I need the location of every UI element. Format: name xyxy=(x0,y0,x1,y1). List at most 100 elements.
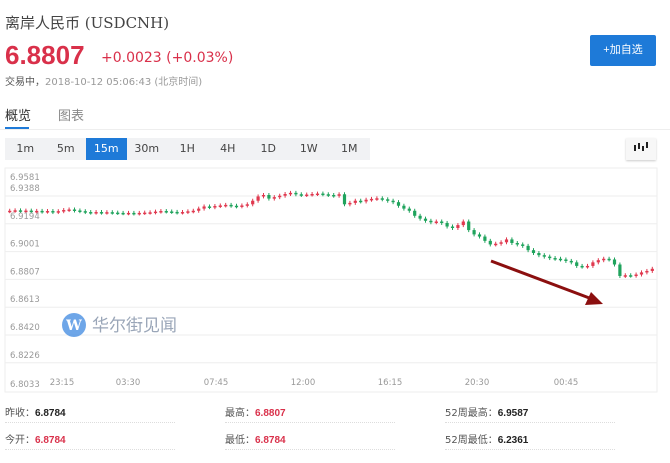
stat-divider xyxy=(5,422,175,423)
candle xyxy=(396,200,401,208)
timeframe-30m[interactable]: 30m xyxy=(134,142,160,155)
candle xyxy=(353,198,357,205)
candle xyxy=(591,260,595,268)
y-tick-label: 6.8226 xyxy=(10,351,40,361)
candle xyxy=(639,270,644,277)
candle xyxy=(229,202,233,208)
candle xyxy=(40,208,44,214)
candle xyxy=(531,248,536,256)
candle xyxy=(596,258,600,265)
stat-value: 6.8784 xyxy=(35,435,66,446)
add-watchlist-button[interactable]: +加自选 xyxy=(590,35,656,66)
stat-value: 6.8807 xyxy=(255,408,286,419)
candle xyxy=(148,210,152,215)
candle xyxy=(564,257,568,263)
candle xyxy=(245,202,249,208)
candle xyxy=(8,208,12,214)
candle xyxy=(548,254,552,261)
candle xyxy=(121,210,125,216)
x-tick-label: 12:00 xyxy=(291,378,316,388)
timeframe-1m[interactable]: 1m xyxy=(16,142,35,155)
timeframe-1mo[interactable]: 1M xyxy=(341,142,358,155)
candle xyxy=(521,242,525,248)
candle xyxy=(542,253,546,259)
candle xyxy=(62,208,66,214)
candle xyxy=(315,191,320,196)
candle xyxy=(164,209,168,214)
candle xyxy=(137,210,141,216)
stat-label: 最低： xyxy=(225,435,255,446)
tab-overview[interactable]: 概览 xyxy=(5,109,32,124)
candle xyxy=(364,197,368,204)
y-tick-label: 6.9001 xyxy=(10,240,40,250)
candle xyxy=(159,209,163,214)
candle xyxy=(407,206,411,213)
candle xyxy=(94,210,98,215)
plot-frame xyxy=(4,167,658,393)
y-tick-label: 6.8613 xyxy=(10,295,40,305)
candle xyxy=(126,210,131,216)
candle xyxy=(434,219,438,225)
candle xyxy=(224,202,228,208)
candle xyxy=(456,223,460,230)
candle xyxy=(418,213,422,221)
stat-divider xyxy=(5,449,175,450)
stat-value: 6.8784 xyxy=(255,435,286,446)
stat-item: 昨收：6.8784 xyxy=(5,404,66,419)
candle xyxy=(558,256,563,262)
candle xyxy=(337,192,341,198)
candle xyxy=(78,208,82,214)
candle xyxy=(251,198,255,207)
candle xyxy=(175,209,179,215)
timeframe-1h[interactable]: 1H xyxy=(179,142,195,155)
timeframe-15m[interactable]: 15m xyxy=(86,138,127,160)
candle xyxy=(272,195,276,201)
stat-label: 52周最低： xyxy=(445,435,498,446)
stat-label: 今开： xyxy=(5,435,35,446)
candle xyxy=(240,203,244,209)
candle xyxy=(294,190,298,197)
watermark-logo: W 华尔街见闻 xyxy=(62,313,177,337)
candle xyxy=(18,208,23,214)
candle xyxy=(623,273,627,278)
candle xyxy=(375,196,379,201)
candle xyxy=(153,209,158,215)
candle xyxy=(110,210,114,215)
candle xyxy=(618,262,622,278)
candle xyxy=(105,210,109,215)
timeframe-1d[interactable]: 1D xyxy=(260,142,276,155)
candle xyxy=(326,192,330,197)
x-tick-label: 23:15 xyxy=(50,378,75,388)
y-tick-label: 6.8420 xyxy=(10,323,40,333)
candle xyxy=(526,243,530,253)
candle xyxy=(510,237,514,246)
y-tick-label: 6.8033 xyxy=(10,380,40,390)
y-tick-label: 6.9388 xyxy=(10,184,40,194)
candle xyxy=(602,256,606,263)
stat-label: 52周最高： xyxy=(445,408,498,419)
candle xyxy=(305,192,309,197)
candle xyxy=(197,206,201,213)
timestamp: 2018-10-12 05:06:43 (北京时间) xyxy=(45,77,203,88)
instrument-title: 离岸人民币 (USDCNH) xyxy=(5,14,170,32)
tab-chart[interactable]: 图表 xyxy=(58,109,85,124)
price-change: +0.0023 (+0.03%) xyxy=(101,50,234,66)
stat-item: 52周最低：6.2361 xyxy=(445,431,528,446)
candle xyxy=(283,191,287,198)
candle xyxy=(83,209,87,215)
timeframe-5m[interactable]: 5m xyxy=(56,142,75,155)
candle xyxy=(499,240,503,246)
candle xyxy=(191,208,195,214)
timeframe-1w[interactable]: 1W xyxy=(299,142,318,155)
candle xyxy=(348,200,352,207)
candle xyxy=(267,192,271,201)
stat-label: 最高： xyxy=(225,408,255,419)
x-tick-label: 20:30 xyxy=(465,378,490,388)
last-price: 6.8807 xyxy=(5,40,85,70)
timeframe-4h[interactable]: 4H xyxy=(220,142,236,155)
y-tick-label: 6.9194 xyxy=(10,212,40,222)
candle xyxy=(467,219,471,233)
candle xyxy=(278,193,282,200)
candlestick-icon[interactable] xyxy=(626,138,656,160)
